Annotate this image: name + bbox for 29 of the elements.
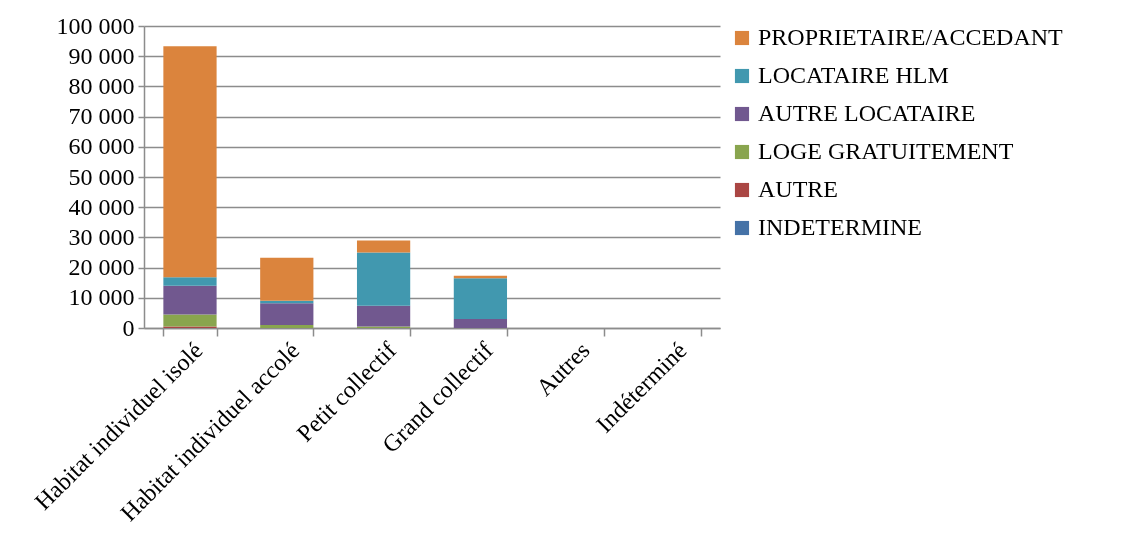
bar: [163, 277, 217, 286]
legend-label: LOCATAIRE HLM: [758, 62, 949, 88]
y-tick-label: 40 000: [68, 193, 135, 220]
bar: [260, 257, 314, 301]
y-tick-label: 100 000: [56, 12, 135, 39]
bar: [163, 285, 217, 315]
bar: [260, 324, 314, 328]
bar: [163, 46, 217, 278]
legend-label: AUTRE: [758, 176, 838, 202]
bar: [356, 305, 411, 327]
legend-label: PROPRIETAIRE/ACCEDANT: [758, 24, 1064, 50]
legend-label: AUTRE LOCATAIRE: [758, 100, 976, 126]
y-tick-label: 60 000: [68, 133, 135, 160]
y-tick-label: 90 000: [68, 42, 135, 69]
legend-label: INDETERMINE: [758, 214, 922, 240]
y-tick-label: 30 000: [68, 223, 135, 250]
bar: [453, 318, 508, 328]
bar: [260, 303, 314, 325]
y-tick-label: 70 000: [68, 103, 135, 130]
y-tick-label: 10 000: [68, 284, 135, 311]
y-tick-label: 0: [122, 314, 135, 341]
bar: [356, 240, 411, 253]
y-tick-label: 50 000: [68, 163, 135, 190]
y-tick-label: 80 000: [68, 72, 135, 99]
bar: [453, 278, 508, 319]
legend-label: LOGE GRATUITEMENT: [758, 138, 1014, 164]
bar: [163, 314, 217, 327]
bar: [356, 252, 411, 306]
y-tick-label: 20 000: [68, 254, 135, 281]
